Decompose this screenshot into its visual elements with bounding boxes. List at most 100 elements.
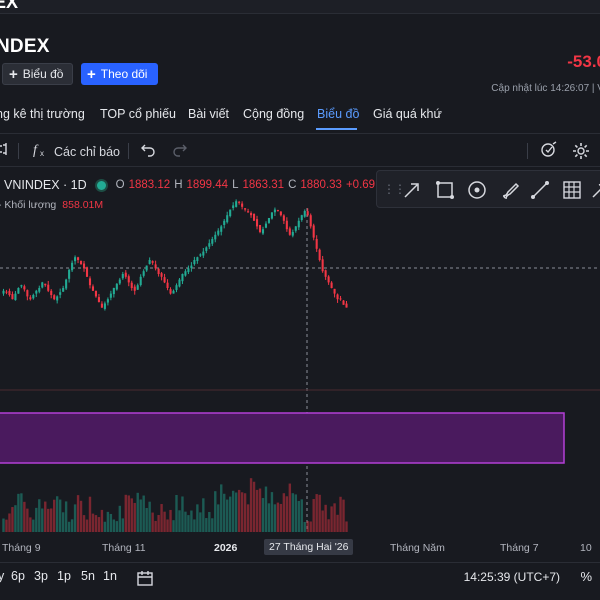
candle-body xyxy=(235,201,238,207)
highlight-zone-rectangle[interactable] xyxy=(0,412,565,464)
candle-body xyxy=(205,247,208,251)
tab-price-history[interactable]: Giá quá khứ xyxy=(373,107,442,121)
tab-top-stocks[interactable]: TOP cổ phiếu xyxy=(100,107,176,121)
candle-body xyxy=(258,225,262,232)
candle-body xyxy=(118,279,121,284)
volume-bar xyxy=(264,486,268,532)
volume-bar xyxy=(154,520,157,532)
candle-body xyxy=(154,264,157,269)
rectangle-icon[interactable] xyxy=(434,179,456,201)
volume-bar xyxy=(118,505,122,532)
close-label: C xyxy=(288,179,297,191)
tab-market-stats[interactable]: ng kê thị trường xyxy=(0,107,85,121)
candle-body xyxy=(148,260,151,264)
candle-body xyxy=(214,234,217,240)
compare-icon[interactable] xyxy=(0,141,10,157)
high-label: H xyxy=(174,179,183,191)
candle-body xyxy=(11,294,14,300)
line-icon[interactable] xyxy=(529,179,551,201)
candle-body xyxy=(169,289,172,294)
date-range-calendar-icon[interactable] xyxy=(136,569,154,590)
brand-text: EX xyxy=(0,0,19,12)
volume-value: 858.01M xyxy=(62,199,104,211)
volume-bar xyxy=(243,493,247,532)
x-tick-label: Tháng 9 xyxy=(2,542,41,554)
candles-group xyxy=(2,199,348,311)
volume-bar xyxy=(82,515,86,532)
volume-bar xyxy=(70,519,74,532)
candlestick-chart-svg[interactable] xyxy=(0,168,600,532)
volume-bar xyxy=(50,508,53,532)
candle-body xyxy=(91,286,95,291)
volume-bar xyxy=(145,507,148,532)
candle-body xyxy=(333,288,336,294)
volume-bar xyxy=(234,492,238,532)
range-3m[interactable]: 3p xyxy=(34,569,48,583)
volume-bar xyxy=(309,521,312,532)
range-6m[interactable]: 6p xyxy=(11,569,25,583)
candle-body xyxy=(20,285,23,287)
volume-bar xyxy=(211,518,214,532)
tab-community[interactable]: Cộng đồng xyxy=(243,107,305,121)
candle-body xyxy=(172,290,175,294)
range-y[interactable]: y xyxy=(0,569,5,583)
range-1d[interactable]: 1n xyxy=(103,569,117,583)
volume-bar xyxy=(20,493,23,532)
candle-body xyxy=(127,276,130,283)
volume-bar xyxy=(124,494,127,532)
candle-body xyxy=(267,218,271,223)
volume-bar xyxy=(270,492,274,532)
volume-bar xyxy=(217,504,220,532)
redo-icon[interactable] xyxy=(172,141,188,157)
tab-chart[interactable]: Biểu đồ xyxy=(317,107,360,121)
brush-icon[interactable] xyxy=(499,179,521,201)
candle-body xyxy=(115,283,118,290)
volume-bar xyxy=(187,515,190,532)
range-1m[interactable]: 1p xyxy=(57,569,71,583)
candle-body xyxy=(261,229,265,234)
volume-bar xyxy=(330,506,333,532)
candle-body xyxy=(32,295,35,299)
circle-target-icon[interactable] xyxy=(466,179,488,201)
arrow-icon[interactable] xyxy=(401,179,423,201)
candle-body xyxy=(130,282,133,288)
volume-bar xyxy=(67,521,71,532)
chart-button[interactable]: + Biểu đồ xyxy=(2,63,73,85)
drawing-toolbar: ⋮⋮ xyxy=(376,170,600,208)
percent-scale-toggle[interactable]: % xyxy=(580,569,592,584)
volume-bar xyxy=(14,505,17,532)
undo-icon[interactable] xyxy=(140,141,156,157)
alert-icon[interactable] xyxy=(540,141,558,159)
ohlc-legend: VNINDEX · 1D O 1883.12 H 1899.44 L 1863.31 … xyxy=(4,178,382,192)
high-value: 1899.44 xyxy=(186,179,229,191)
range-5d[interactable]: 5n xyxy=(81,569,95,583)
time-zone-clock[interactable]: 14:25:39 (UTC+7) xyxy=(463,570,560,584)
candle-body xyxy=(232,205,235,208)
volume-bar xyxy=(2,518,5,532)
price-chart[interactable]: VNINDEX · 1D O 1883.12 H 1899.44 L 1863.31 … xyxy=(0,168,600,560)
volume-bar xyxy=(136,492,139,532)
tab-articles[interactable]: Bài viết xyxy=(188,107,229,121)
settings-gear-icon[interactable] xyxy=(571,141,591,161)
candle-body xyxy=(184,271,187,276)
candle-body xyxy=(318,249,321,260)
open-label: O xyxy=(115,179,125,191)
candle-body xyxy=(82,263,86,269)
more-icon[interactable] xyxy=(589,179,600,201)
volume-bar xyxy=(38,499,41,532)
volume-bar xyxy=(97,517,101,532)
follow-button[interactable]: + Theo dõi xyxy=(81,63,158,85)
low-label: L xyxy=(232,179,239,191)
volume-bar xyxy=(273,504,277,532)
candle-body xyxy=(345,303,348,308)
candle-body xyxy=(288,228,291,235)
candle-body xyxy=(29,297,32,300)
candle-body xyxy=(23,286,26,290)
drag-handle-icon[interactable]: ⋮⋮ xyxy=(383,182,406,196)
volume-bar xyxy=(202,498,205,532)
candle-body xyxy=(342,300,345,305)
candle-body xyxy=(252,213,256,221)
grid-table-icon[interactable] xyxy=(561,179,583,201)
volume-bar xyxy=(258,488,262,532)
